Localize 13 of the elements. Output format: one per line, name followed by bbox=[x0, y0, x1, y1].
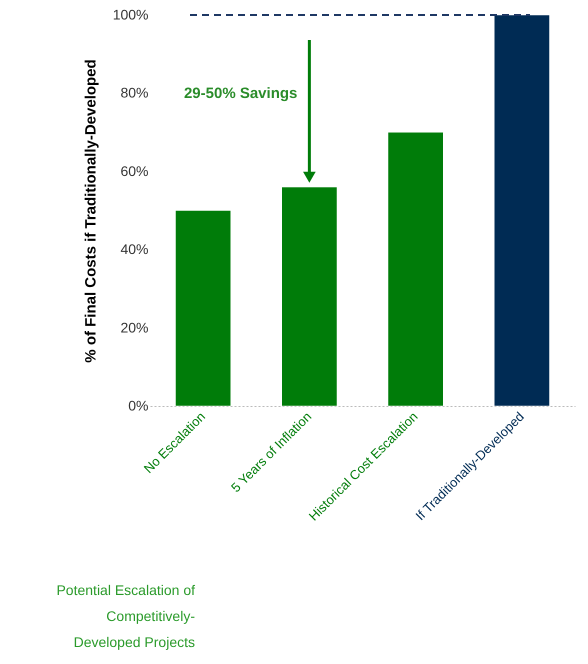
bar bbox=[282, 186, 338, 406]
y-tick-label: 100% bbox=[112, 6, 148, 22]
y-axis-title: % of Final Costs if Traditionally-Developed bbox=[82, 59, 100, 363]
text: Potential Escalation of Competitively-Developed Projects bbox=[56, 582, 196, 650]
bar bbox=[388, 132, 444, 406]
y-tick-label: 60% bbox=[120, 162, 148, 179]
bar bbox=[175, 210, 231, 406]
y-tick-label: 80% bbox=[120, 84, 148, 101]
y-tick-label: 20% bbox=[120, 319, 148, 336]
y-tick-label: 0% bbox=[128, 398, 148, 414]
y-tick-label: 40% bbox=[120, 241, 148, 258]
annotation: 29-50% Savings bbox=[184, 85, 298, 102]
bar bbox=[494, 14, 550, 406]
